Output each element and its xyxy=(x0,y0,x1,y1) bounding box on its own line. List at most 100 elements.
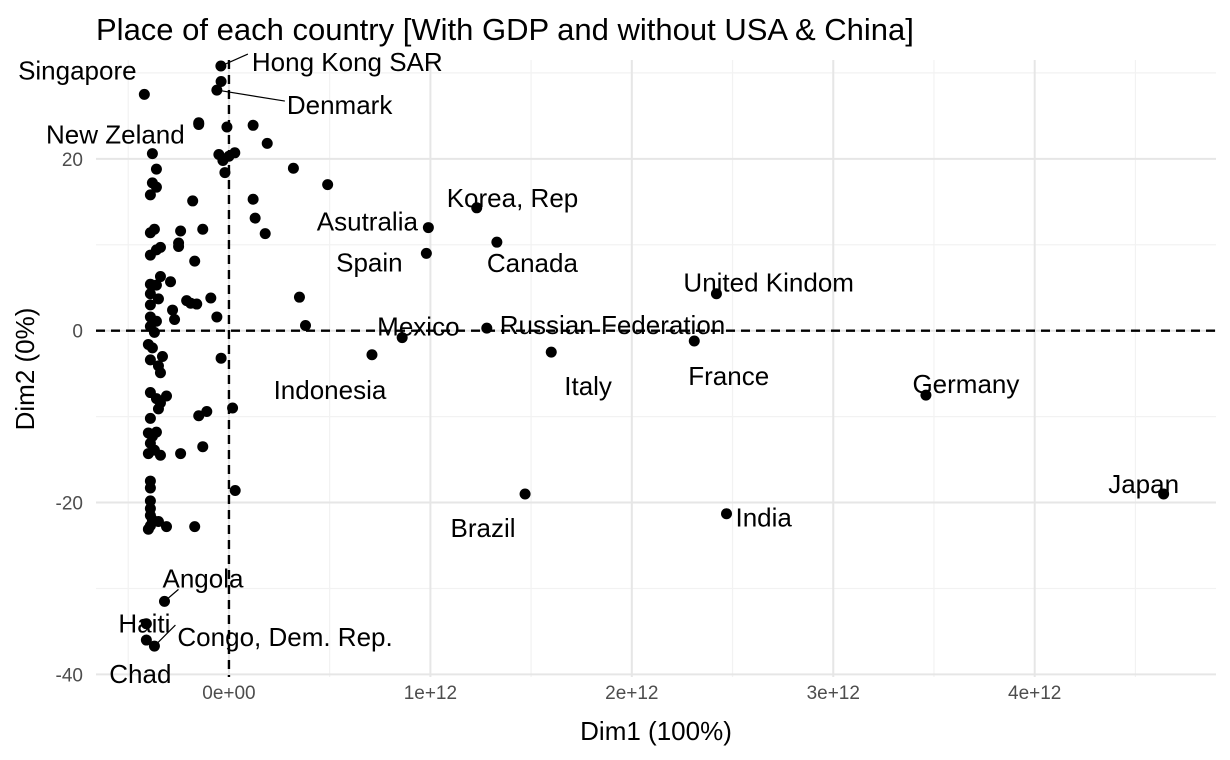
x-tick-label: 3e+12 xyxy=(807,683,860,704)
data-point xyxy=(167,304,179,316)
data-point xyxy=(150,181,162,193)
data-point xyxy=(1158,488,1170,500)
data-points xyxy=(138,60,1170,652)
data-point xyxy=(366,349,378,361)
data-point xyxy=(154,367,166,379)
data-point xyxy=(189,521,201,533)
major-gridlines xyxy=(96,60,1216,677)
data-point xyxy=(259,228,271,240)
data-point xyxy=(148,326,160,338)
point-label: United Kindom xyxy=(683,268,854,298)
data-point xyxy=(189,255,201,267)
data-point xyxy=(175,448,187,460)
data-point xyxy=(247,119,259,131)
data-point xyxy=(721,508,733,520)
data-point xyxy=(420,247,432,259)
data-point xyxy=(211,311,223,323)
data-point xyxy=(148,640,160,652)
point-label: Russian Federation xyxy=(500,310,725,340)
data-point xyxy=(215,75,227,87)
data-point xyxy=(221,121,233,133)
data-point xyxy=(152,293,164,305)
data-point xyxy=(173,240,185,252)
data-point xyxy=(287,162,299,174)
data-point xyxy=(219,167,231,179)
point-label: Singapore xyxy=(18,55,137,85)
data-point xyxy=(144,288,156,300)
data-point xyxy=(154,449,166,461)
data-point xyxy=(144,354,156,366)
data-point xyxy=(249,212,261,224)
data-point xyxy=(156,350,168,362)
x-axis-ticks: 0e+00 1e+12 2e+12 3e+12 4e+12 xyxy=(202,683,1061,704)
point-label: Haiti xyxy=(118,609,170,639)
y-tick-label: 0 xyxy=(72,322,83,343)
point-label: Angola xyxy=(162,563,243,593)
data-point xyxy=(322,179,334,191)
data-point xyxy=(169,314,181,326)
leader-line xyxy=(216,89,285,102)
point-label: Hong Kong SAR xyxy=(252,47,443,77)
data-point xyxy=(247,193,259,205)
point-label: Chad xyxy=(109,659,171,689)
minor-gridlines xyxy=(96,60,1216,677)
data-point xyxy=(140,634,152,646)
x-tick-label: 2e+12 xyxy=(605,683,658,704)
data-point xyxy=(227,402,239,414)
x-tick-label: 0e+00 xyxy=(202,683,255,704)
data-point xyxy=(519,488,531,500)
point-labels: Singapore Hong Kong SAR New Zeland Denmark K… xyxy=(18,47,1179,689)
data-point xyxy=(545,346,557,358)
data-point xyxy=(422,222,434,234)
point-label: France xyxy=(688,361,769,391)
data-point xyxy=(144,482,156,494)
data-point xyxy=(293,291,305,303)
data-point xyxy=(187,195,199,207)
data-point xyxy=(299,320,311,332)
point-label: Korea, Rep xyxy=(447,183,579,213)
data-point xyxy=(215,60,227,72)
data-point xyxy=(152,403,164,415)
data-point xyxy=(138,88,150,100)
point-label: Congo, Dem. Rep. xyxy=(177,622,392,652)
point-label: Denmark xyxy=(287,90,393,120)
data-point xyxy=(150,163,162,175)
data-point xyxy=(471,202,483,214)
data-point xyxy=(215,352,227,364)
data-point xyxy=(211,84,223,96)
data-point xyxy=(144,189,156,201)
data-point xyxy=(144,495,156,507)
data-point xyxy=(197,441,209,453)
point-label: New Zeland xyxy=(46,120,185,150)
y-tick-label: 20 xyxy=(62,150,83,171)
point-label: Japan xyxy=(1108,469,1179,499)
point-label: Mexico xyxy=(377,312,459,342)
point-label: Italy xyxy=(564,371,612,401)
x-tick-label: 1e+12 xyxy=(404,683,457,704)
data-point xyxy=(158,595,170,607)
y-axis-ticks: -40 -20 0 20 xyxy=(56,150,83,687)
data-point xyxy=(920,389,932,401)
y-tick-label: -20 xyxy=(56,494,83,515)
data-point xyxy=(688,335,700,347)
data-point xyxy=(710,288,722,300)
data-point xyxy=(140,618,152,630)
data-point xyxy=(146,148,158,160)
point-label: Canada xyxy=(487,248,579,278)
data-point xyxy=(154,271,166,283)
data-point xyxy=(175,225,187,237)
data-point xyxy=(161,390,173,402)
data-point xyxy=(396,332,408,344)
y-axis-title: Dim2 (0%) xyxy=(10,308,40,431)
data-point xyxy=(491,236,503,248)
point-label: Brazil xyxy=(451,513,516,543)
y-tick-label: -40 xyxy=(56,665,83,686)
data-point xyxy=(229,485,241,497)
data-point xyxy=(201,405,213,417)
reference-lines xyxy=(96,60,1216,677)
point-label: Spain xyxy=(336,247,403,277)
point-label: Indonesia xyxy=(274,375,387,405)
data-point xyxy=(142,523,154,535)
